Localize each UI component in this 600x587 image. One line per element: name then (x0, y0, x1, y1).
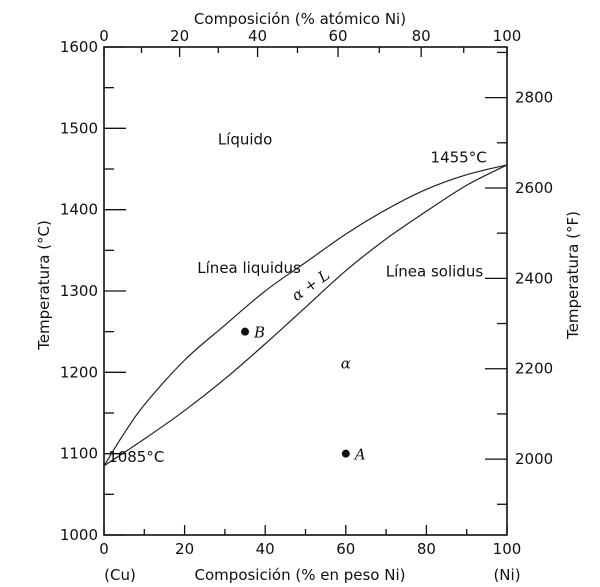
curve-l-nea-solidus (103, 164, 508, 467)
point-a (341, 449, 350, 458)
tick-labels: 0 20 40 60 80 1000 20 40 60 80 1001000110012001300… (60, 27, 553, 558)
annotation-label: Líquido (218, 131, 272, 149)
top-tick-label: 0 (99, 27, 109, 45)
point-b (241, 327, 250, 336)
bottom-axis-right-end-label: (Ni) (493, 566, 520, 584)
curve-l-nea-liquidus (103, 164, 508, 467)
right-axis-title: Temperatura (°F) (564, 211, 582, 340)
annotation-label: α (341, 354, 351, 372)
points: BA (241, 324, 366, 464)
annotation-label: Línea liquidus (197, 259, 301, 277)
right-tick-label: 2800 (515, 89, 553, 107)
bottom-tick-label: 60 (336, 540, 355, 558)
bottom-tick-label: 40 (256, 540, 275, 558)
bottom-tick-label: 100 (493, 540, 522, 558)
right-tick-label: 2400 (515, 269, 553, 287)
bottom-tick-label: 80 (417, 540, 436, 558)
left-tick-label: 1200 (60, 363, 98, 381)
top-tick-label: 80 (412, 27, 431, 45)
top-tick-label: 40 (248, 27, 267, 45)
bottom-tick-label: 20 (175, 540, 194, 558)
bottom-axis-left-end-label: (Cu) (104, 566, 136, 584)
top-tick-label: 100 (493, 27, 522, 45)
annotation-label: Línea solidus (386, 262, 484, 280)
left-tick-label: 1100 (60, 445, 98, 463)
point-label-a: A (353, 446, 366, 464)
left-tick-label: 1300 (60, 282, 98, 300)
right-tick-label: 2600 (515, 179, 553, 197)
annotation-label: 1085°C (108, 448, 164, 466)
right-tick-label: 2200 (515, 360, 553, 378)
ticks (103, 46, 508, 536)
top-axis-title: Composición (% atómico Ni) (194, 10, 406, 28)
top-tick-label: 60 (329, 27, 348, 45)
left-tick-label: 1000 (60, 526, 98, 544)
top-tick-label: 20 (170, 27, 189, 45)
left-tick-label: 1400 (60, 201, 98, 219)
bottom-axis-title: Composición (% en peso Ni) (195, 566, 406, 584)
bottom-tick-label: 0 (99, 540, 109, 558)
left-tick-label: 1500 (60, 119, 98, 137)
right-tick-label: 2000 (515, 450, 553, 468)
left-axis-title: Temperatura (°C) (35, 220, 53, 351)
annotation-label: 1455°C (431, 148, 487, 166)
phase-curves (103, 164, 508, 467)
point-label-b: B (253, 324, 265, 342)
left-tick-label: 1600 (60, 38, 98, 56)
